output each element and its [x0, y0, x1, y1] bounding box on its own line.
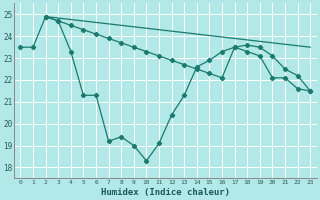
X-axis label: Humidex (Indice chaleur): Humidex (Indice chaleur): [101, 188, 230, 197]
